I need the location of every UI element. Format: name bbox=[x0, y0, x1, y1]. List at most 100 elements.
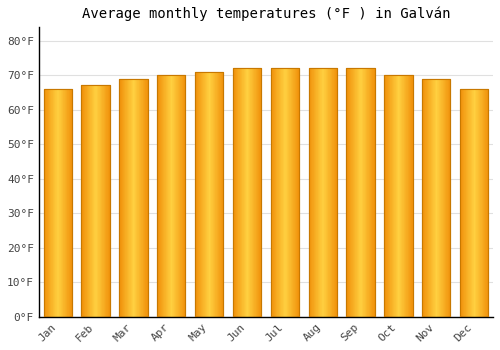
Bar bbox=[85, 85, 86, 317]
Bar bbox=[52, 89, 53, 317]
Bar bbox=[90, 85, 91, 317]
Bar bbox=[310, 68, 311, 317]
Bar bbox=[442, 78, 443, 317]
Bar bbox=[95, 85, 96, 317]
Bar bbox=[138, 78, 139, 317]
Bar bbox=[184, 75, 185, 317]
Bar bbox=[298, 68, 299, 317]
Bar bbox=[137, 78, 138, 317]
Bar bbox=[278, 68, 279, 317]
Bar bbox=[470, 89, 472, 317]
Bar bbox=[388, 75, 389, 317]
Bar bbox=[322, 68, 324, 317]
Bar bbox=[255, 68, 256, 317]
Bar bbox=[422, 78, 423, 317]
Bar bbox=[254, 68, 255, 317]
Bar bbox=[179, 75, 180, 317]
Bar bbox=[348, 68, 349, 317]
Bar bbox=[282, 68, 283, 317]
Bar bbox=[426, 78, 427, 317]
Bar bbox=[83, 85, 84, 317]
Bar bbox=[221, 72, 222, 317]
Bar bbox=[199, 72, 200, 317]
Bar bbox=[141, 78, 142, 317]
Bar bbox=[46, 89, 47, 317]
Bar bbox=[71, 89, 72, 317]
Bar bbox=[384, 75, 385, 317]
Bar bbox=[157, 75, 186, 317]
Bar bbox=[363, 68, 364, 317]
Bar bbox=[44, 89, 45, 317]
Bar bbox=[144, 78, 145, 317]
Bar bbox=[346, 68, 375, 317]
Bar bbox=[174, 75, 176, 317]
Bar bbox=[433, 78, 434, 317]
Bar bbox=[308, 68, 337, 317]
Bar bbox=[288, 68, 289, 317]
Bar bbox=[70, 89, 71, 317]
Bar bbox=[122, 78, 123, 317]
Bar bbox=[177, 75, 178, 317]
Bar bbox=[161, 75, 162, 317]
Bar bbox=[159, 75, 160, 317]
Bar bbox=[336, 68, 337, 317]
Bar bbox=[430, 78, 431, 317]
Bar bbox=[178, 75, 179, 317]
Bar bbox=[294, 68, 295, 317]
Bar bbox=[89, 85, 90, 317]
Bar bbox=[486, 89, 487, 317]
Bar bbox=[444, 78, 445, 317]
Bar bbox=[47, 89, 48, 317]
Bar bbox=[483, 89, 484, 317]
Bar bbox=[368, 68, 369, 317]
Bar bbox=[369, 68, 370, 317]
Bar bbox=[476, 89, 477, 317]
Bar bbox=[44, 89, 72, 317]
Bar bbox=[66, 89, 67, 317]
Bar bbox=[240, 68, 241, 317]
Bar bbox=[384, 75, 412, 317]
Bar bbox=[195, 72, 196, 317]
Bar bbox=[217, 72, 218, 317]
Bar bbox=[67, 89, 68, 317]
Bar bbox=[291, 68, 292, 317]
Bar bbox=[460, 89, 488, 317]
Bar bbox=[147, 78, 148, 317]
Bar bbox=[370, 68, 371, 317]
Bar bbox=[473, 89, 474, 317]
Bar bbox=[45, 89, 46, 317]
Bar bbox=[484, 89, 485, 317]
Bar bbox=[270, 68, 271, 317]
Bar bbox=[132, 78, 133, 317]
Bar bbox=[395, 75, 396, 317]
Bar bbox=[277, 68, 278, 317]
Bar bbox=[211, 72, 212, 317]
Bar bbox=[354, 68, 355, 317]
Bar bbox=[257, 68, 258, 317]
Bar bbox=[100, 85, 102, 317]
Bar bbox=[394, 75, 395, 317]
Bar bbox=[316, 68, 317, 317]
Bar bbox=[431, 78, 432, 317]
Bar bbox=[246, 68, 247, 317]
Bar bbox=[270, 68, 299, 317]
Bar bbox=[353, 68, 354, 317]
Bar bbox=[58, 89, 59, 317]
Title: Average monthly temperatures (°F ) in Galván: Average monthly temperatures (°F ) in Ga… bbox=[82, 7, 450, 21]
Bar bbox=[168, 75, 169, 317]
Bar bbox=[286, 68, 287, 317]
Bar bbox=[409, 75, 410, 317]
Bar bbox=[119, 78, 148, 317]
Bar bbox=[253, 68, 254, 317]
Bar bbox=[386, 75, 387, 317]
Bar bbox=[104, 85, 105, 317]
Bar bbox=[359, 68, 360, 317]
Bar bbox=[318, 68, 320, 317]
Bar bbox=[436, 78, 437, 317]
Bar bbox=[271, 68, 272, 317]
Bar bbox=[106, 85, 107, 317]
Bar bbox=[335, 68, 336, 317]
Bar bbox=[212, 72, 213, 317]
Bar bbox=[61, 89, 62, 317]
Bar bbox=[99, 85, 100, 317]
